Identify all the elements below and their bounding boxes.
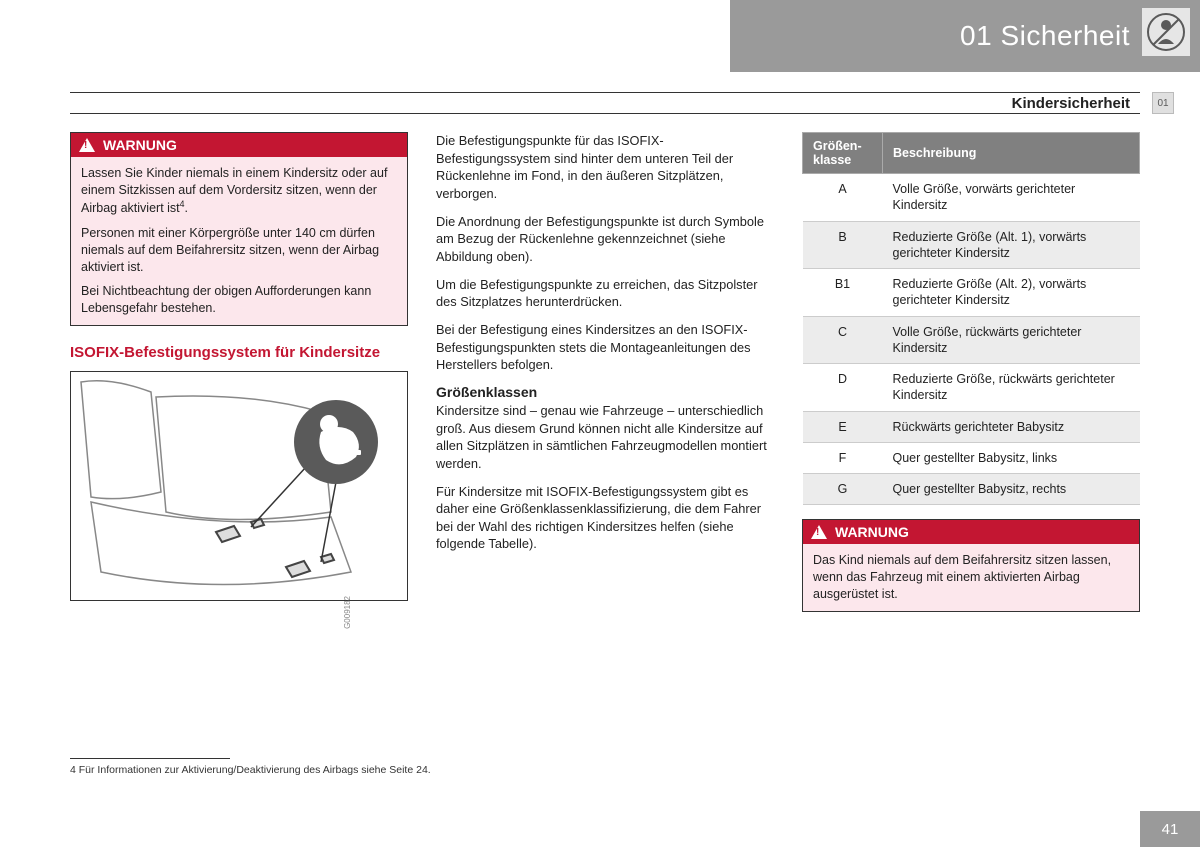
- table-cell-description: Reduzierte Größe (Alt. 2), vorwärts geri…: [883, 269, 1140, 317]
- seatbelt-icon: [1142, 8, 1190, 56]
- table-cell-sizeclass: B: [803, 221, 883, 269]
- content-columns: WARNUNG Lassen Sie Kinder niemals in ein…: [70, 132, 1140, 612]
- table-cell-description: Reduzierte Größe, rückwärts gerichteter …: [883, 364, 1140, 412]
- section-header-line: Kindersicherheit: [70, 92, 1140, 114]
- table-cell-description: Quer gestellter Babysitz, rechts: [883, 474, 1140, 505]
- warning-paragraph: Das Kind niemals auf dem Beifahrersitz s…: [813, 552, 1129, 603]
- warning-box-2: WARNUNG Das Kind niemals auf dem Beifahr…: [802, 519, 1140, 612]
- table-header-sizeclass: Größen-klasse: [803, 133, 883, 174]
- table-row: FQuer gestellter Babysitz, links: [803, 442, 1140, 473]
- side-tab: 01: [1152, 92, 1174, 114]
- warning-paragraph: Lassen Sie Kinder niemals in einem Kinde…: [81, 165, 397, 217]
- table-row: B1Reduzierte Größe (Alt. 2), vorwärts ge…: [803, 269, 1140, 317]
- table-row: GQuer gestellter Babysitz, rechts: [803, 474, 1140, 505]
- table-cell-description: Rückwärts gerichteter Babysitz: [883, 411, 1140, 442]
- footnote-rule: [70, 758, 230, 759]
- warning-paragraph: Personen mit einer Körpergröße unter 140…: [81, 225, 397, 276]
- warning-triangle-icon: [79, 138, 95, 152]
- size-class-table: Größen-klasse Beschreibung AVolle Größe,…: [802, 132, 1140, 505]
- body-paragraph: Kindersitze sind – genau wie Fahrzeuge –…: [436, 402, 774, 473]
- table-cell-sizeclass: D: [803, 364, 883, 412]
- chapter-banner: 01 Sicherheit: [730, 0, 1200, 72]
- table-cell-sizeclass: E: [803, 411, 883, 442]
- isofix-section-title: ISOFIX-Befestigungssystem für Kindersitz…: [70, 344, 408, 363]
- table-row: AVolle Größe, vorwärts gerichteter Kinde…: [803, 174, 1140, 222]
- body-paragraph: Für Kindersitze mit ISOFIX-Befestigungss…: [436, 483, 774, 554]
- warning-label: WARNUNG: [835, 524, 909, 540]
- page-header: 01 Sicherheit: [0, 0, 1200, 72]
- warning-header: WARNUNG: [71, 133, 407, 157]
- column-3: Größen-klasse Beschreibung AVolle Größe,…: [802, 132, 1140, 612]
- body-paragraph: Die Anordnung der Befestigungspunkte ist…: [436, 213, 774, 266]
- table-row: DReduzierte Größe, rückwärts gerichteter…: [803, 364, 1140, 412]
- table-cell-description: Volle Größe, vorwärts gerichteter Kinder…: [883, 174, 1140, 222]
- isofix-figure: G009182: [70, 371, 408, 601]
- table-cell-sizeclass: A: [803, 174, 883, 222]
- column-2: Die Befestigungspunkte für das ISOFIX-Be…: [436, 132, 774, 612]
- column-1: WARNUNG Lassen Sie Kinder niemals in ein…: [70, 132, 408, 612]
- table-cell-sizeclass: B1: [803, 269, 883, 317]
- footnote: 4 Für Informationen zur Aktivierung/Deak…: [70, 764, 431, 776]
- figure-id: G009182: [343, 596, 352, 629]
- warning-triangle-icon: [811, 525, 827, 539]
- table-cell-sizeclass: G: [803, 474, 883, 505]
- body-paragraph: Um die Befestigungspunkte zu erreichen, …: [436, 276, 774, 311]
- section-title: Kindersicherheit: [1012, 95, 1130, 112]
- warning-body: Das Kind niemals auf dem Beifahrersitz s…: [803, 544, 1139, 611]
- page-number: 41: [1140, 811, 1200, 847]
- size-classes-subhead: Größenklassen: [436, 384, 774, 400]
- table-cell-description: Reduzierte Größe (Alt. 1), vorwärts geri…: [883, 221, 1140, 269]
- warning-header: WARNUNG: [803, 520, 1139, 544]
- body-paragraph: Die Befestigungspunkte für das ISOFIX-Be…: [436, 132, 774, 203]
- table-cell-description: Volle Größe, rückwärts gerichteter Kinde…: [883, 316, 1140, 364]
- warning-box-1: WARNUNG Lassen Sie Kinder niemals in ein…: [70, 132, 408, 326]
- table-header-description: Beschreibung: [883, 133, 1140, 174]
- warning-body: Lassen Sie Kinder niemals in einem Kinde…: [71, 157, 407, 325]
- warning-paragraph: Bei Nichtbeachtung der obigen Aufforderu…: [81, 283, 397, 317]
- table-cell-sizeclass: F: [803, 442, 883, 473]
- table-cell-sizeclass: C: [803, 316, 883, 364]
- table-row: CVolle Größe, rückwärts gerichteter Kind…: [803, 316, 1140, 364]
- table-row: BReduzierte Größe (Alt. 1), vorwärts ger…: [803, 221, 1140, 269]
- table-cell-description: Quer gestellter Babysitz, links: [883, 442, 1140, 473]
- body-paragraph: Bei der Befestigung eines Kindersitzes a…: [436, 321, 774, 374]
- warning-label: WARNUNG: [103, 137, 177, 153]
- chapter-title: 01 Sicherheit: [960, 20, 1130, 52]
- table-row: ERückwärts gerichteter Babysitz: [803, 411, 1140, 442]
